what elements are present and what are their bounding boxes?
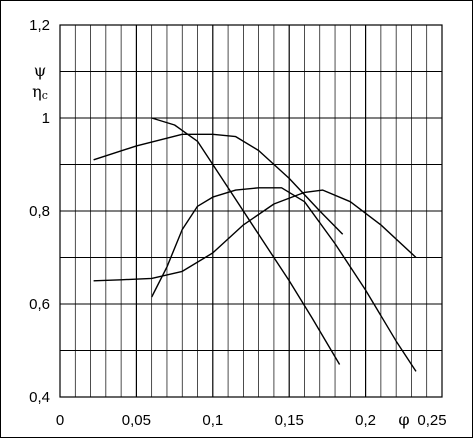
plot-border — [59, 24, 443, 398]
x-tick-label: 0,25 — [417, 412, 446, 429]
y-tick-label: 0,4 — [29, 389, 50, 406]
x-tick-label: 0,2 — [355, 412, 376, 429]
x-tick-label: 0 — [56, 412, 64, 429]
y-axis-label-psi: ψ — [34, 61, 47, 80]
series-group — [93, 117, 417, 372]
y-axis-label-eta: ηc — [32, 82, 48, 102]
x-tick-label: 0,15 — [275, 412, 304, 429]
grid — [60, 25, 442, 397]
x-tick-label: 0,05 — [122, 412, 151, 429]
series-line-2 — [151, 117, 341, 365]
series-line-4 — [93, 189, 417, 282]
y-tick-label: 1,2 — [29, 17, 50, 34]
series-line-3 — [151, 187, 417, 372]
y-tick-label: 0,6 — [29, 296, 50, 313]
x-axis-label: φ — [398, 410, 409, 429]
y-tick-label: 1 — [42, 110, 50, 127]
series-line-1 — [93, 133, 344, 235]
y-tick-label: 0,8 — [29, 203, 50, 220]
x-tick-label: 0,1 — [202, 412, 223, 429]
tick-labels: 0 0,05 0,1 0,15 0,2 0,25 0,4 0,6 0,8 1 1,2 — [29, 17, 446, 429]
